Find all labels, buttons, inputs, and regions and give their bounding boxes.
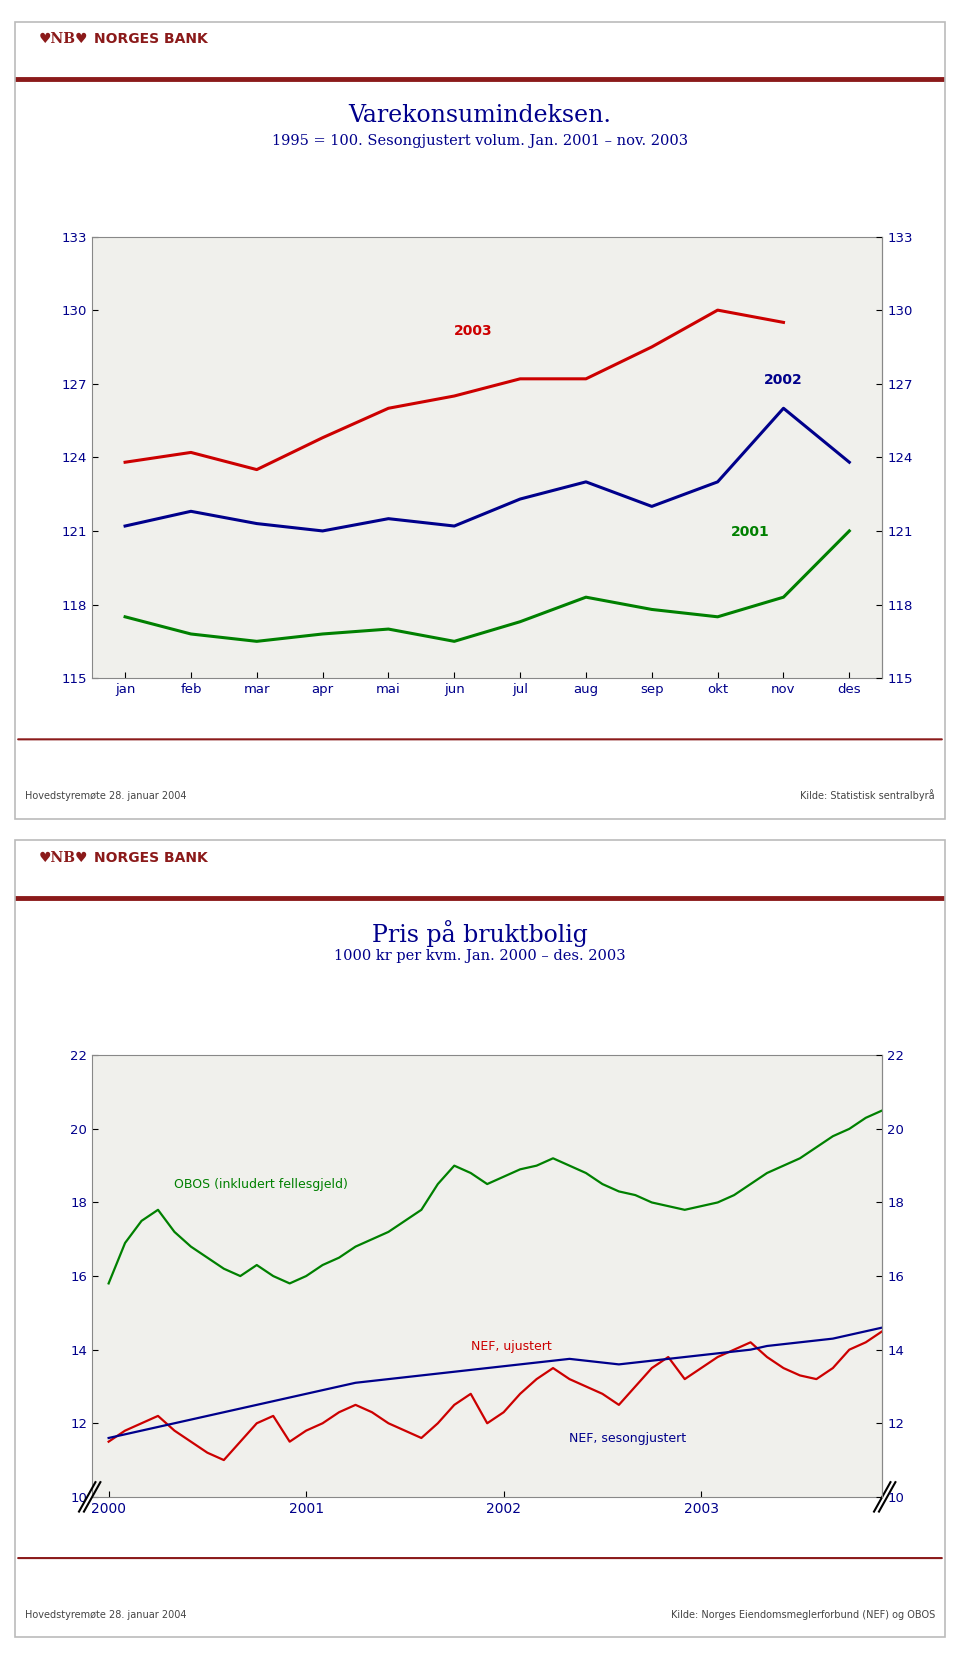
Text: 2003: 2003 [454,324,492,337]
Text: Pris på bruktbolig: Pris på bruktbolig [372,920,588,946]
Text: ♥NB♥: ♥NB♥ [38,850,88,865]
Text: Hovedstyremøte 28. januar 2004: Hovedstyremøte 28. januar 2004 [25,791,186,801]
Text: 2001: 2001 [731,524,770,539]
Text: ♥NB♥: ♥NB♥ [38,31,88,46]
Text: NORGES BANK: NORGES BANK [94,850,208,865]
Text: Hovedstyremøte 28. januar 2004: Hovedstyremøte 28. januar 2004 [25,1609,186,1619]
Text: 2002: 2002 [764,372,803,387]
Text: OBOS (inkludert fellesgjeld): OBOS (inkludert fellesgjeld) [175,1178,348,1191]
Text: Varekonsumindeksen.: Varekonsumindeksen. [348,104,612,127]
Text: 1995 = 100. Sesongjustert volum. Jan. 2001 – nov. 2003: 1995 = 100. Sesongjustert volum. Jan. 20… [272,134,688,147]
Text: NEF, ujustert: NEF, ujustert [470,1340,551,1353]
Text: NORGES BANK: NORGES BANK [94,31,208,46]
Text: Kilde: Statistisk sentralbyrå: Kilde: Statistisk sentralbyrå [801,789,935,801]
Text: 1000 kr per kvm. Jan. 2000 – des. 2003: 1000 kr per kvm. Jan. 2000 – des. 2003 [334,949,626,963]
Text: NEF, sesongjustert: NEF, sesongjustert [569,1432,686,1444]
Text: Kilde: Norges Eiendomsmeglerforbund (NEF) og OBOS: Kilde: Norges Eiendomsmeglerforbund (NEF… [671,1609,935,1619]
